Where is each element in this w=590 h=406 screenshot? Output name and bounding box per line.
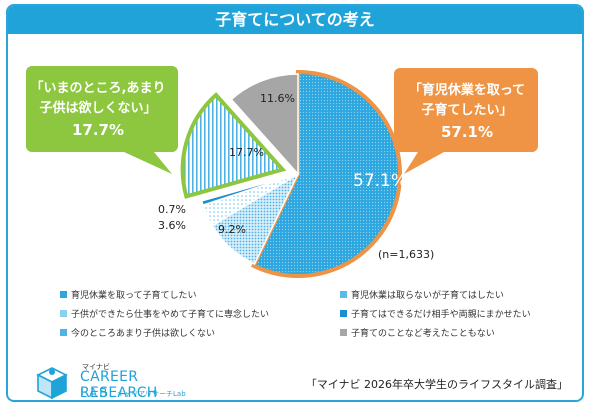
legend-swatch-2 [60, 310, 67, 317]
logo-brand-small: マイナビ [82, 363, 110, 371]
source-note: 「マイナビ 2026年卒大学生のライフスタイル調査」 [305, 378, 568, 391]
legend-label-2: 子供ができたら仕事をやめて子育てに専念したい [71, 310, 270, 320]
pie-label-1: 9.2% [218, 223, 246, 236]
pie-slice-3 [200, 173, 299, 207]
callout-left-value: 17.7% [72, 121, 124, 139]
legend-item-3: 子育てはできるだけ相手や両親にまかせたい [340, 307, 531, 320]
legend-item-4: 今のところあまり子供は欲しくない [60, 326, 215, 339]
legend-swatch-0 [60, 291, 67, 298]
pie-slice-5 [230, 73, 299, 176]
callout-left-line2: 子供は欲しくない」 [39, 100, 156, 116]
pie-label-3: 0.7% [158, 203, 186, 216]
logo-lab-text: LAB [80, 386, 110, 400]
callout-right-line1: 「育児休業を取って [409, 82, 525, 98]
legend-swatch-1 [340, 291, 347, 298]
callout-right-line2: 子育てしたい」 [421, 102, 512, 118]
logo-main-text: CAREER RESEARCH [80, 369, 158, 401]
callout-left-line1: 「いまのところ,あまり [31, 80, 166, 96]
pie-label-4: 17.7% [229, 146, 264, 159]
legend-label-4: 今のところあまり子供は欲しくない [71, 329, 216, 339]
sample-size-label: (n=1,633) [378, 248, 434, 261]
legend-item-1: 育児休業は取らないが子育てはしたい [340, 288, 504, 301]
chart-frame: 子育てについての考え 57.1% 9.2% 3.6% 0.7% 17.7% 11.6% [6, 4, 584, 402]
chart-title: 子育てについての考え [8, 6, 582, 34]
callout-right-value: 57.1% [441, 123, 493, 141]
pie-slice-0-highlight [250, 69, 402, 278]
callout-right: 「育児休業を取って 子育てしたい」 57.1% [394, 68, 538, 174]
pie-labels: 57.1% 9.2% 3.6% 0.7% 17.7% 11.6% [158, 92, 407, 236]
pie-label-2: 3.6% [158, 219, 186, 232]
pie-slice-4-highlight [180, 92, 287, 199]
cube-logo-icon [36, 367, 68, 400]
career-research-lab-logo: マイナビ CAREER RESEARCH LAB キャリアリサーチLab [32, 362, 202, 401]
legend-label-3: 子育てはできるだけ相手や両親にまかせたい [351, 310, 531, 320]
pie-label-0: 57.1% [353, 171, 407, 191]
logo-sub-text: キャリアリサーチLab [117, 390, 186, 398]
legend-swatch-5 [340, 329, 347, 336]
legend-item-0: 育児休業を取って子育てしたい [60, 288, 197, 301]
legend-item-2: 子供ができたら仕事をやめて子育てに専念したい [60, 307, 269, 320]
legend-swatch-4 [60, 329, 67, 336]
legend-label-1: 育児休業は取らないが子育てはしたい [351, 291, 504, 301]
legend-label-0: 育児休業を取って子育てしたい [71, 291, 197, 301]
pie-label-5: 11.6% [260, 92, 295, 105]
legend-swatch-3 [340, 310, 347, 317]
legend-label-5: 子育てのことなど考えたこともない [351, 329, 495, 339]
legend-item-5: 子育てのことなど考えたこともない [340, 326, 495, 339]
pie-chart: 57.1% 9.2% 3.6% 0.7% 17.7% 11.6% 「育児休業を取って 子育… [26, 66, 538, 278]
callout-left: 「いまのところ,あまり 子供は欲しくない」 17.7% [26, 66, 178, 174]
pie-slices [180, 69, 402, 278]
